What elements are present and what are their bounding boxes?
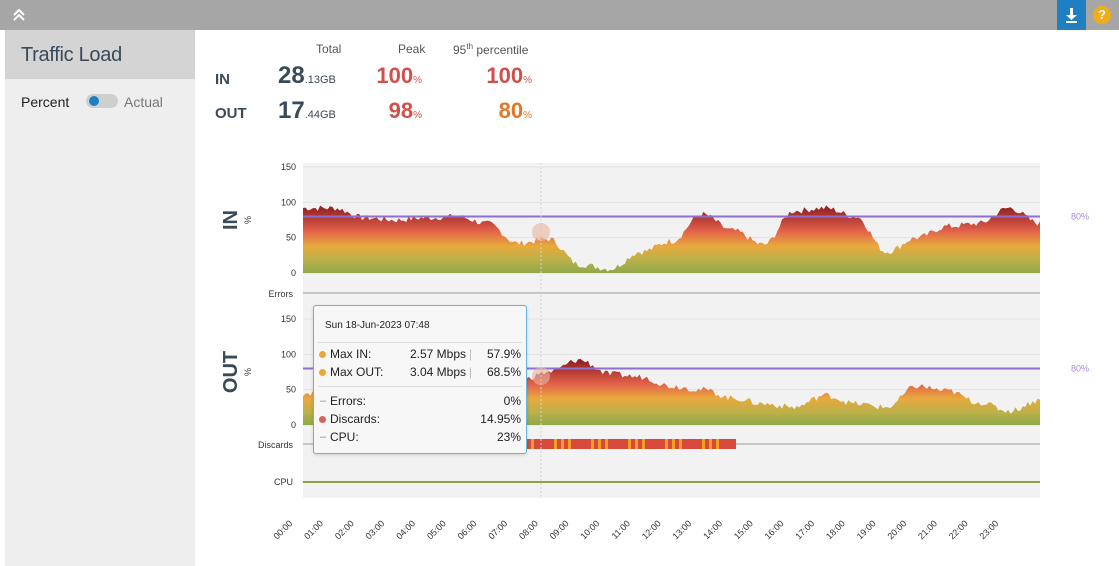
hover-marker-in (532, 223, 550, 241)
discards-bar-segment (679, 439, 682, 449)
double-chevron-up-icon (13, 8, 25, 21)
errors-label: Errors (269, 289, 294, 299)
tooltip-row-max-in: Max IN: 2.57 Mbps | 57.9% (319, 347, 521, 363)
out-95th: 80% (498, 98, 532, 123)
max-in-dot-icon (319, 351, 326, 358)
out-row-label: OUT (215, 105, 247, 122)
discards-bar-segment (716, 439, 719, 449)
in-peak: 100% (376, 63, 422, 88)
y-tick-label: 50 (286, 385, 296, 395)
percent-option-label[interactable]: Percent (21, 94, 70, 110)
tooltip-separator (318, 342, 522, 343)
x-tick-label: 16:00 (763, 518, 786, 541)
out-total: 17.44GB (278, 97, 336, 124)
header-95th-percentile: 95th percentile (453, 42, 529, 57)
x-tick-label: 06:00 (456, 518, 479, 541)
x-tick-label: 15:00 (732, 518, 755, 541)
header-total: Total (316, 42, 342, 56)
out-chart-title: OUT (220, 351, 242, 393)
sidebar: Traffic Load Percent Actual (5, 30, 195, 566)
x-tick-label: 07:00 (486, 518, 509, 541)
in-row-label: IN (215, 71, 230, 88)
discards-bar-segment (628, 439, 631, 449)
y-tick-label: 150 (281, 162, 296, 172)
discards-bar-segment (605, 439, 608, 449)
sidebar-header: Traffic Load (5, 30, 195, 79)
download-icon (1066, 8, 1077, 23)
discards-bar-segment (591, 439, 594, 449)
in-total: 28.13GB (278, 62, 336, 89)
out-peak: 98% (388, 98, 422, 123)
discards-bar-segment (598, 439, 601, 449)
in-unit-label: % (243, 216, 253, 224)
sidebar-title: Traffic Load (21, 44, 122, 66)
discards-bar-segment (531, 439, 534, 449)
y-tick-label: 0 (291, 268, 296, 278)
percent-actual-toggle[interactable] (86, 94, 118, 108)
tooltip-title: Sun 18-Jun-2023 07:48 (325, 320, 430, 331)
discards-bar-segment (702, 439, 705, 449)
x-tick-label: 20:00 (885, 518, 908, 541)
discards-bar-segment (635, 439, 638, 449)
header-peak: Peak (398, 42, 426, 56)
toggle-knob (89, 96, 99, 106)
x-tick-label: 19:00 (855, 518, 878, 541)
help-button[interactable]: ? (1093, 6, 1111, 24)
x-tick-label: 01:00 (302, 518, 325, 541)
in-threshold-label: 80% (1071, 211, 1089, 221)
y-tick-label: 150 (281, 314, 296, 324)
x-tick-label: 10:00 (578, 518, 601, 541)
x-tick-label: 21:00 (916, 518, 939, 541)
hover-tooltip: Sun 18-Jun-2023 07:48 Max IN: 2.57 Mbps … (313, 305, 527, 454)
hover-marker-out (532, 367, 550, 385)
x-tick-label: 04:00 (394, 518, 417, 541)
cpu-label: CPU (274, 477, 293, 487)
x-tick-label: 12:00 (640, 518, 663, 541)
collapse-button[interactable] (8, 5, 30, 25)
tooltip-row-cpu: – CPU: 23% (320, 430, 521, 444)
download-button[interactable] (1057, 0, 1086, 30)
x-tick-label: 22:00 (947, 518, 970, 541)
x-tick-label: 02:00 (333, 518, 356, 541)
tooltip-row-discards: Discards: 14.95% (319, 412, 521, 428)
x-tick-label: 05:00 (425, 518, 448, 541)
in-95th: 100% (486, 63, 532, 88)
x-tick-label: 23:00 (978, 518, 1001, 541)
top-toolbar: ? (0, 0, 1119, 30)
x-tick-label: 09:00 (548, 518, 571, 541)
tooltip-row-errors: – Errors: 0% (320, 394, 521, 408)
x-tick-label: 00:00 (271, 518, 294, 541)
actual-option-label[interactable]: Actual (124, 94, 163, 110)
discards-dot-icon (319, 416, 326, 423)
discards-bar-segment (665, 439, 668, 449)
y-tick-label: 50 (286, 233, 296, 243)
max-out-dot-icon (319, 369, 326, 376)
errors-dash-icon: – (320, 395, 327, 407)
x-tick-label: 13:00 (671, 518, 694, 541)
discards-bar-segment (561, 439, 564, 449)
x-tick-label: 03:00 (364, 518, 387, 541)
discards-label: Discards (258, 440, 294, 450)
discards-bar-segment (642, 439, 645, 449)
out-unit-label: % (243, 368, 253, 376)
x-tick-label: 14:00 (701, 518, 724, 541)
x-tick-label: 17:00 (793, 518, 816, 541)
discards-bar-segment (568, 439, 571, 449)
tooltip-row-max-out: Max OUT: 3.04 Mbps | 68.5% (319, 365, 521, 381)
out-threshold-label: 80% (1071, 363, 1089, 373)
discards-bar-segment (672, 439, 675, 449)
tooltip-separator (318, 386, 522, 387)
discards-bar-segment (554, 439, 557, 449)
y-tick-label: 100 (281, 349, 296, 359)
discards-bar-segment (709, 439, 712, 449)
in-chart-title: IN (220, 210, 242, 230)
x-tick-label: 08:00 (517, 518, 540, 541)
cpu-dash-icon: – (320, 431, 327, 443)
x-tick-label: 18:00 (824, 518, 847, 541)
in-area-series (303, 205, 1040, 273)
x-tick-label: 11:00 (610, 518, 633, 541)
y-tick-label: 0 (291, 420, 296, 430)
discards-bar (513, 439, 736, 449)
y-tick-label: 100 (281, 197, 296, 207)
